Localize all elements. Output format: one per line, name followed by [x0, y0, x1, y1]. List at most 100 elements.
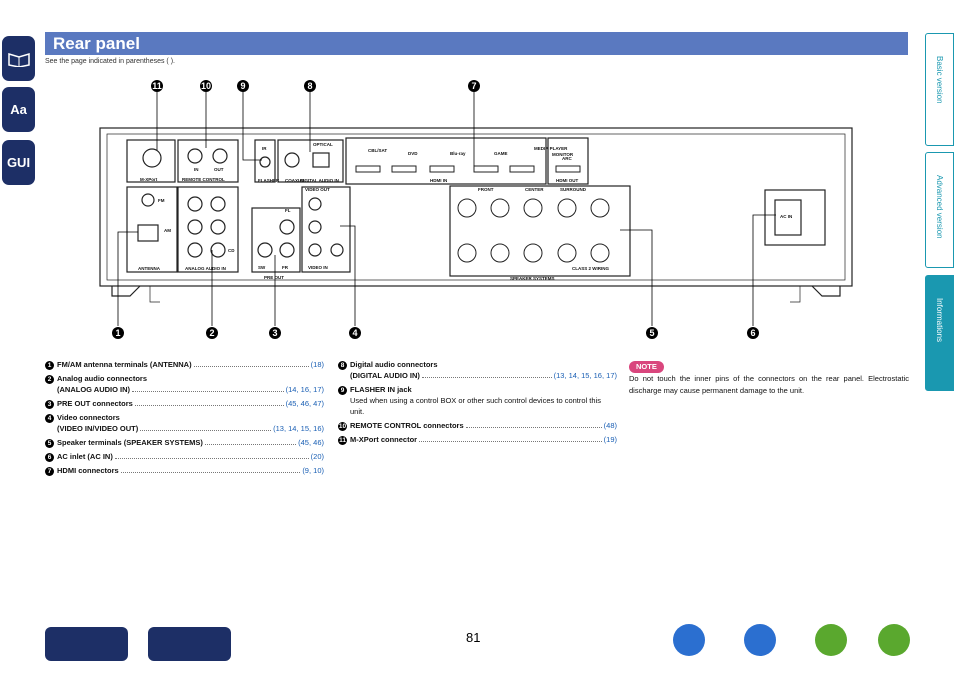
callout-number: 9	[240, 81, 245, 91]
item-row: 3 PRE OUT connectors (45, 46, 47)	[45, 398, 324, 409]
callout-number: 2	[209, 328, 214, 338]
item-row: 4 Video connectors	[45, 412, 324, 423]
callout-circle	[646, 327, 658, 339]
item-label: FM/AM antenna terminals (ANTENNA)	[57, 360, 192, 369]
callout-number: 4	[352, 328, 357, 338]
leader	[419, 441, 602, 442]
note-text: Do not touch the inner pins of the conne…	[629, 374, 909, 395]
page-ref: (20)	[310, 452, 324, 461]
item: 8 Digital audio connectors (DIGITAL AUDIO …	[338, 359, 617, 381]
callout-circle	[349, 327, 361, 339]
item: 2 Analog audio connectors (ANALOG AUDIO IN…	[45, 373, 324, 395]
panel-label: IR	[262, 146, 267, 151]
callout-number: 6	[750, 328, 755, 338]
item-label: M-XPort connector	[350, 435, 418, 444]
display-button[interactable]	[148, 627, 231, 661]
item-row: 6 AC inlet (AC IN) (20)	[45, 451, 324, 462]
item-list: 8 Digital audio connectors (DIGITAL AUDIO …	[338, 359, 617, 448]
item-number: 5	[45, 439, 54, 448]
item-label: (ANALOG AUDIO IN)	[57, 385, 131, 394]
callout-number: 7	[471, 81, 476, 91]
callout-circle	[200, 80, 212, 92]
front-panel-button[interactable]	[45, 627, 128, 661]
panel-label: ANALOG AUDIO IN	[185, 266, 226, 271]
note-title: NOTE	[629, 361, 664, 373]
leader	[140, 430, 272, 431]
contents-button[interactable]	[673, 624, 705, 656]
item-number: 6	[45, 453, 54, 462]
rear-panel-diagram: 11 10 9 8 7 1 2 3 4 5 6 M-XPort REMOTE CONTROL IN OUT…	[99, 80, 853, 339]
panel-label: Blu-ray	[450, 151, 466, 156]
item-label: AC inlet (AC IN)	[57, 452, 113, 461]
item-label: PRE OUT connectors	[57, 399, 133, 408]
callout-number: 11	[152, 81, 162, 91]
item-row: 1 FM/AM antenna terminals (ANTENNA) (18)	[45, 359, 324, 370]
subtitle: See the page indicated in parentheses ( …	[45, 58, 175, 65]
item-row: 10 REMOTE CONTROL connectors (48)	[338, 420, 617, 431]
callout-circle	[468, 80, 480, 92]
item-number: 2	[45, 375, 54, 384]
tab[interactable]: Advanced version	[925, 152, 954, 268]
gui-icon[interactable]: GUI	[2, 140, 35, 185]
panel-label: VIDEO OUT	[305, 187, 330, 192]
item: 7 HDMI connectors (9, 10)	[45, 465, 324, 476]
leader	[193, 366, 309, 367]
panel-label: FM	[158, 198, 165, 203]
item-row: 8 Digital audio connectors	[338, 359, 617, 370]
forward-button[interactable]	[878, 624, 910, 656]
panel-label: AC IN	[780, 214, 792, 219]
page-ref: (18)	[310, 360, 324, 369]
item: 6 AC inlet (AC IN) (20)	[45, 451, 324, 462]
page-number: 81	[466, 630, 481, 645]
callout-circle	[304, 80, 316, 92]
item: 9 FLASHER IN jack Used when using a contro…	[338, 384, 617, 417]
title: Rear panel	[53, 34, 140, 53]
item-label: Speaker terminals (SPEAKER SYSTEMS)	[57, 438, 203, 447]
panel-label: CENTER	[525, 187, 544, 192]
tab[interactable]: Basic version	[925, 33, 954, 146]
item-number: 10	[338, 422, 347, 431]
leader	[421, 377, 552, 378]
panel-label: AM	[164, 228, 171, 233]
panel-label: SW	[258, 265, 266, 270]
tab[interactable]: Informations	[925, 275, 954, 391]
note: NOTE Do not touch the inner pins of the …	[629, 361, 909, 397]
panel-label: PRE OUT	[264, 275, 284, 280]
callout-number: 10	[201, 81, 211, 91]
leader	[120, 472, 301, 473]
item: 1 FM/AM antenna terminals (ANTENNA) (18)	[45, 359, 324, 370]
item-number: 3	[45, 400, 54, 409]
callout-circle	[269, 327, 281, 339]
book-icon	[7, 52, 30, 67]
index-icon[interactable]: Aa	[2, 87, 35, 132]
contents-icon[interactable]	[2, 36, 35, 81]
panel-label: COAXIAL	[285, 178, 306, 183]
item-label: Digital audio connectors	[350, 360, 438, 369]
callout-number: 1	[115, 328, 120, 338]
item-row: 7 HDMI connectors (9, 10)	[45, 465, 324, 476]
panel-label: FL	[285, 208, 291, 213]
page-ref: (48)	[603, 421, 617, 430]
panel-label: MEDIA PLAYER	[534, 146, 568, 151]
back-button[interactable]	[815, 624, 847, 656]
panel-label: HDMI OUT	[556, 178, 578, 183]
item: 3 PRE OUT connectors (45, 46, 47)	[45, 398, 324, 409]
callout-circle	[151, 80, 163, 92]
panel-label: DVD	[408, 151, 418, 156]
item-number: 7	[45, 467, 54, 476]
item-label: Analog audio connectors	[57, 374, 148, 383]
help-button[interactable]	[744, 624, 776, 656]
panel-label: GAME	[494, 151, 508, 156]
panel-label: CD	[228, 248, 235, 253]
page-ref: (9, 10)	[302, 466, 324, 475]
item-label: (DIGITAL AUDIO IN)	[350, 371, 420, 380]
panel-label: CBL/SAT	[368, 148, 387, 153]
panel-label: FRONT	[478, 187, 494, 192]
panel-label: CLASS 2 WIRING	[572, 266, 610, 271]
item-number: 4	[45, 414, 54, 423]
item-row: (ANALOG AUDIO IN) (14, 16, 17)	[45, 384, 324, 395]
page-ref: (45, 46, 47)	[285, 399, 324, 408]
leader	[465, 427, 602, 428]
panel-label: M-XPort	[140, 177, 158, 182]
page-ref: (13, 14, 15, 16, 17)	[553, 371, 617, 380]
